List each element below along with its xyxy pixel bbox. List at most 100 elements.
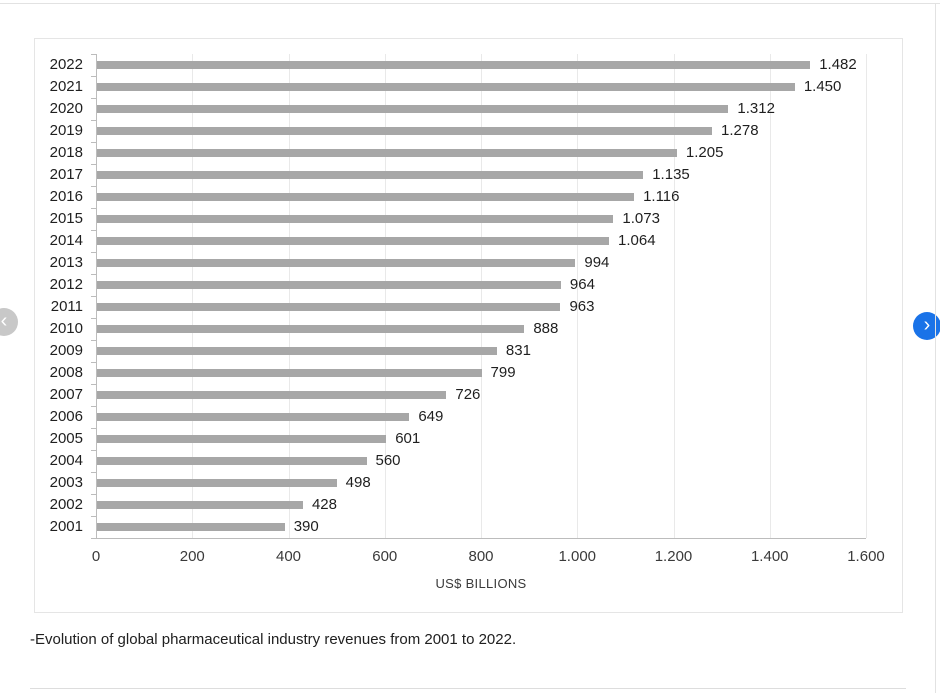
bar-value-label: 428 xyxy=(311,496,337,513)
y-axis-tick xyxy=(91,76,96,77)
y-axis-label: 2016 xyxy=(49,188,83,205)
bar xyxy=(97,281,561,289)
x-axis-tick-label: 1.600 xyxy=(847,548,885,565)
bar-value-label: 601 xyxy=(395,430,421,447)
bar-value-label: 498 xyxy=(345,474,371,491)
bar-chart: 2022 1.482 2021 1.450 2020 1.312 2019 1.278 2018… xyxy=(35,39,902,612)
chevron-left-icon: ‹ xyxy=(0,310,8,332)
y-axis-tick xyxy=(91,296,96,297)
carousel-prev-button[interactable]: ‹ xyxy=(0,308,18,336)
bar xyxy=(97,149,677,157)
bar xyxy=(97,171,644,179)
y-axis-label: 2004 xyxy=(49,452,83,469)
y-axis-tick xyxy=(91,384,96,385)
gridline xyxy=(577,54,579,538)
gridline xyxy=(192,54,194,538)
bar xyxy=(97,391,447,399)
y-axis-tick xyxy=(91,318,96,319)
bar-value-label: 1.073 xyxy=(622,210,660,227)
x-axis-tick-label: 400 xyxy=(275,548,302,565)
bar-value-label: 1.116 xyxy=(643,188,680,205)
bar xyxy=(97,479,337,487)
bar-value-label: 964 xyxy=(569,276,595,293)
y-axis-tick xyxy=(91,208,96,209)
bar xyxy=(97,215,614,223)
y-axis-label: 2005 xyxy=(49,430,83,447)
bar xyxy=(97,259,576,267)
gridline xyxy=(384,54,386,538)
y-axis-label: 2012 xyxy=(49,276,83,293)
figure-caption: -Evolution of global pharmaceutical indu… xyxy=(30,631,517,648)
bar-value-label: 649 xyxy=(418,408,444,425)
bar-value-label: 390 xyxy=(293,518,319,535)
bar-value-label: 1.278 xyxy=(721,122,759,139)
bar-value-label: 1.450 xyxy=(803,78,842,95)
y-axis-tick xyxy=(91,340,96,341)
next-slide-edge xyxy=(935,4,936,693)
y-axis-tick xyxy=(91,186,96,187)
bar xyxy=(97,413,410,421)
y-axis-tick xyxy=(91,450,96,451)
y-axis-label: 2009 xyxy=(49,342,83,359)
bar xyxy=(97,523,285,531)
y-axis-tick xyxy=(91,164,96,165)
bar-value-label: 994 xyxy=(584,254,610,271)
y-axis-label: 2003 xyxy=(49,474,83,491)
y-axis-label: 2002 xyxy=(49,496,83,513)
y-axis-label: 2001 xyxy=(49,518,83,535)
bar xyxy=(97,105,729,113)
bar xyxy=(97,347,497,355)
x-axis-tick-label: 1.200 xyxy=(654,548,693,565)
y-axis-label: 2020 xyxy=(49,100,83,117)
gridline xyxy=(866,54,867,538)
gridline xyxy=(769,54,771,538)
y-axis-label: 2014 xyxy=(49,232,83,249)
gridline xyxy=(673,54,675,538)
bar-value-label: 963 xyxy=(569,298,595,315)
y-axis-label: 2021 xyxy=(49,78,83,95)
bar xyxy=(97,303,561,311)
bar xyxy=(97,457,367,465)
y-axis-tick xyxy=(91,494,96,495)
bar-value-label: 888 xyxy=(533,320,559,337)
bar xyxy=(97,435,387,443)
x-axis-tick-label: 0 xyxy=(91,548,101,565)
bottom-divider xyxy=(30,688,906,689)
x-axis-title: US$ BILLIONS xyxy=(435,576,527,591)
y-axis-tick xyxy=(91,274,96,275)
bar xyxy=(97,501,303,509)
y-axis-tick xyxy=(91,98,96,99)
y-axis-label: 2011 xyxy=(50,298,83,315)
chevron-right-icon: › xyxy=(923,314,931,336)
y-axis-line xyxy=(96,54,97,538)
chart-card: 2022 1.482 2021 1.450 2020 1.312 2019 1.278 2018… xyxy=(34,38,903,613)
x-axis-tick-label: 800 xyxy=(468,548,494,565)
y-axis-tick xyxy=(91,230,96,231)
y-axis-tick xyxy=(91,428,96,429)
top-divider xyxy=(0,3,940,4)
bar-value-label: 1.064 xyxy=(618,232,656,249)
bar-value-label: 799 xyxy=(490,364,516,381)
y-axis-tick xyxy=(91,538,96,539)
y-axis-tick xyxy=(91,142,96,143)
bar xyxy=(97,83,795,91)
bar xyxy=(97,193,635,201)
y-axis-tick xyxy=(91,472,96,473)
bar xyxy=(97,61,811,69)
y-axis-tick xyxy=(91,252,96,253)
x-axis-tick-label: 1.400 xyxy=(750,548,789,565)
bar-value-label: 560 xyxy=(375,452,401,469)
bar-value-label: 1.482 xyxy=(819,56,857,73)
gridline xyxy=(288,54,290,538)
y-axis-label: 2017 xyxy=(49,166,83,183)
y-axis-tick xyxy=(91,54,96,55)
y-axis-label: 2010 xyxy=(49,320,83,337)
y-axis-label: 2013 xyxy=(49,254,83,271)
bar-value-label: 831 xyxy=(505,342,531,359)
y-axis-label: 2007 xyxy=(49,386,83,403)
x-axis-tick-label: 200 xyxy=(179,548,205,565)
bar-value-label: 1.205 xyxy=(685,144,724,161)
bar-value-label: 726 xyxy=(455,386,481,403)
y-axis-label: 2022 xyxy=(49,56,83,73)
gridline xyxy=(481,54,482,538)
